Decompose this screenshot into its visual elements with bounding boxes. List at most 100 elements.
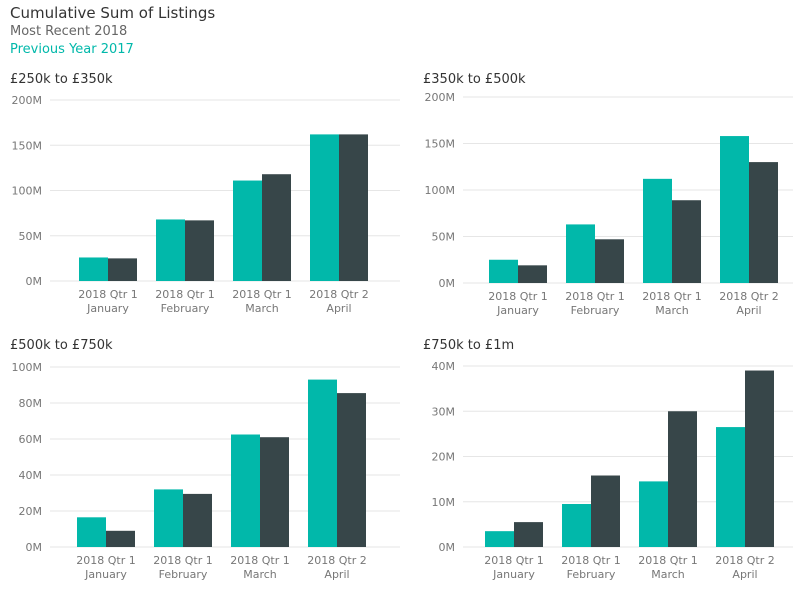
y-tick-label: 40M	[19, 469, 43, 482]
bar-2018-3[interactable]	[310, 134, 339, 281]
chart-250k-350k: £250k to £350k 0M 50M 100M 150M 200M 2018 Qtr…	[10, 72, 400, 337]
y-tick-label: 50M	[19, 230, 43, 243]
bar-2018-3[interactable]	[308, 379, 337, 547]
x-tick-label-quarter: 2018 Qtr 1	[561, 554, 620, 567]
legend-item-2018[interactable]: Most Recent 2018	[10, 24, 128, 39]
y-tick-label: 20M	[19, 505, 43, 518]
y-tick-label: 50M	[432, 231, 456, 244]
bar-2017-1[interactable]	[183, 493, 212, 547]
y-tick-label: 0M	[26, 275, 43, 288]
x-tick-label-month: March	[655, 304, 689, 317]
bar-2017-1[interactable]	[595, 239, 624, 283]
y-tick-label: 80M	[19, 397, 43, 410]
x-tick-label-quarter: 2018 Qtr 2	[719, 290, 778, 303]
bar-2018-1[interactable]	[154, 489, 183, 547]
chart-title: £250k to £350k	[10, 72, 113, 87]
bar-2017-3[interactable]	[749, 162, 778, 283]
bar-2017-2[interactable]	[262, 174, 291, 281]
x-tick-label-month: March	[245, 302, 279, 315]
x-tick-label-quarter: 2018 Qtr 2	[309, 288, 368, 301]
x-tick-label-quarter: 2018 Qtr 1	[565, 290, 624, 303]
bar-2018-1[interactable]	[562, 504, 591, 547]
bar-2017-0[interactable]	[514, 522, 543, 547]
y-tick-label: 60M	[19, 433, 43, 446]
bar-2018-1[interactable]	[156, 219, 185, 281]
x-tick-label-quarter: 2018 Qtr 2	[307, 554, 366, 567]
bar-2017-0[interactable]	[106, 530, 135, 547]
y-tick-label: 200M	[12, 94, 43, 107]
chart-title: £500k to £750k	[10, 338, 113, 353]
x-tick-label-month: February	[567, 568, 616, 581]
bar-2018-2[interactable]	[233, 180, 262, 281]
y-tick-label: 100M	[12, 185, 43, 198]
x-tick-label-month: January	[496, 304, 539, 317]
x-tick-label-quarter: 2018 Qtr 1	[78, 288, 137, 301]
x-tick-label-quarter: 2018 Qtr 1	[230, 554, 289, 567]
bar-2018-2[interactable]	[639, 481, 668, 547]
bar-2018-3[interactable]	[716, 427, 745, 547]
y-tick-label: 0M	[26, 541, 43, 554]
chart-title: £750k to £1m	[423, 338, 515, 353]
bar-2017-2[interactable]	[668, 411, 697, 547]
bar-2018-0[interactable]	[485, 531, 514, 547]
y-tick-label: 10M	[432, 496, 456, 509]
bar-2018-0[interactable]	[489, 259, 518, 283]
x-tick-label-month: February	[159, 568, 208, 581]
chart-750k-1m: £750k to £1m 0M 10M 20M 30M 40M 2018 Qtr 1 Jan…	[423, 338, 800, 603]
x-tick-label-quarter: 2018 Qtr 1	[488, 290, 547, 303]
bar-2017-3[interactable]	[337, 393, 366, 547]
x-tick-label-month: February	[161, 302, 210, 315]
report-header: Cumulative Sum of Listings Most Recent 2…	[10, 3, 215, 59]
bar-2017-1[interactable]	[185, 220, 214, 281]
x-tick-label-month: March	[651, 568, 685, 581]
y-tick-label: 150M	[425, 138, 456, 151]
bar-2017-2[interactable]	[672, 200, 701, 283]
x-tick-label-month: April	[736, 304, 761, 317]
x-tick-label-quarter: 2018 Qtr 1	[232, 288, 291, 301]
x-tick-label-month: April	[324, 568, 349, 581]
x-tick-label-month: April	[326, 302, 351, 315]
x-tick-label-month: February	[571, 304, 620, 317]
bar-2017-0[interactable]	[518, 265, 547, 283]
x-tick-label-month: January	[84, 568, 127, 581]
bar-2017-1[interactable]	[591, 475, 620, 547]
y-tick-label: 0M	[439, 277, 456, 290]
chart-350k-500k: £350k to £500k 0M 50M 100M 150M 200M 2018 Qtr…	[423, 72, 800, 337]
y-tick-label: 100M	[12, 361, 43, 374]
x-tick-label-quarter: 2018 Qtr 1	[153, 554, 212, 567]
bar-2018-0[interactable]	[79, 257, 108, 281]
bar-2018-1[interactable]	[566, 224, 595, 283]
x-tick-label-month: April	[732, 568, 757, 581]
x-tick-label-month: January	[492, 568, 535, 581]
bar-2017-3[interactable]	[745, 370, 774, 547]
chart-500k-750k: £500k to £750k 0M 20M 40M 60M 80M 100M 2018 Qt…	[10, 338, 400, 603]
legend-item-2017[interactable]: Previous Year 2017	[10, 42, 134, 57]
x-tick-label-month: January	[86, 302, 129, 315]
chart-title: £350k to £500k	[423, 72, 526, 87]
x-tick-label-quarter: 2018 Qtr 2	[715, 554, 774, 567]
bar-2018-2[interactable]	[643, 178, 672, 283]
y-tick-label: 20M	[432, 451, 456, 464]
x-tick-label-quarter: 2018 Qtr 1	[638, 554, 697, 567]
bar-2018-3[interactable]	[720, 136, 749, 283]
bar-2017-2[interactable]	[260, 437, 289, 547]
x-tick-label-quarter: 2018 Qtr 1	[484, 554, 543, 567]
x-tick-label-quarter: 2018 Qtr 1	[76, 554, 135, 567]
x-tick-label-quarter: 2018 Qtr 1	[642, 290, 701, 303]
y-tick-label: 30M	[432, 405, 456, 418]
y-tick-label: 200M	[425, 91, 456, 104]
bar-2017-3[interactable]	[339, 134, 368, 281]
y-tick-label: 40M	[432, 360, 456, 373]
bar-2018-0[interactable]	[77, 517, 106, 547]
y-tick-label: 0M	[439, 541, 456, 554]
x-tick-label-month: March	[243, 568, 277, 581]
x-tick-label-quarter: 2018 Qtr 1	[155, 288, 214, 301]
bar-2018-2[interactable]	[231, 434, 260, 548]
y-tick-label: 150M	[12, 139, 43, 152]
bar-2017-0[interactable]	[108, 258, 137, 281]
report-title: Cumulative Sum of Listings	[10, 4, 216, 22]
